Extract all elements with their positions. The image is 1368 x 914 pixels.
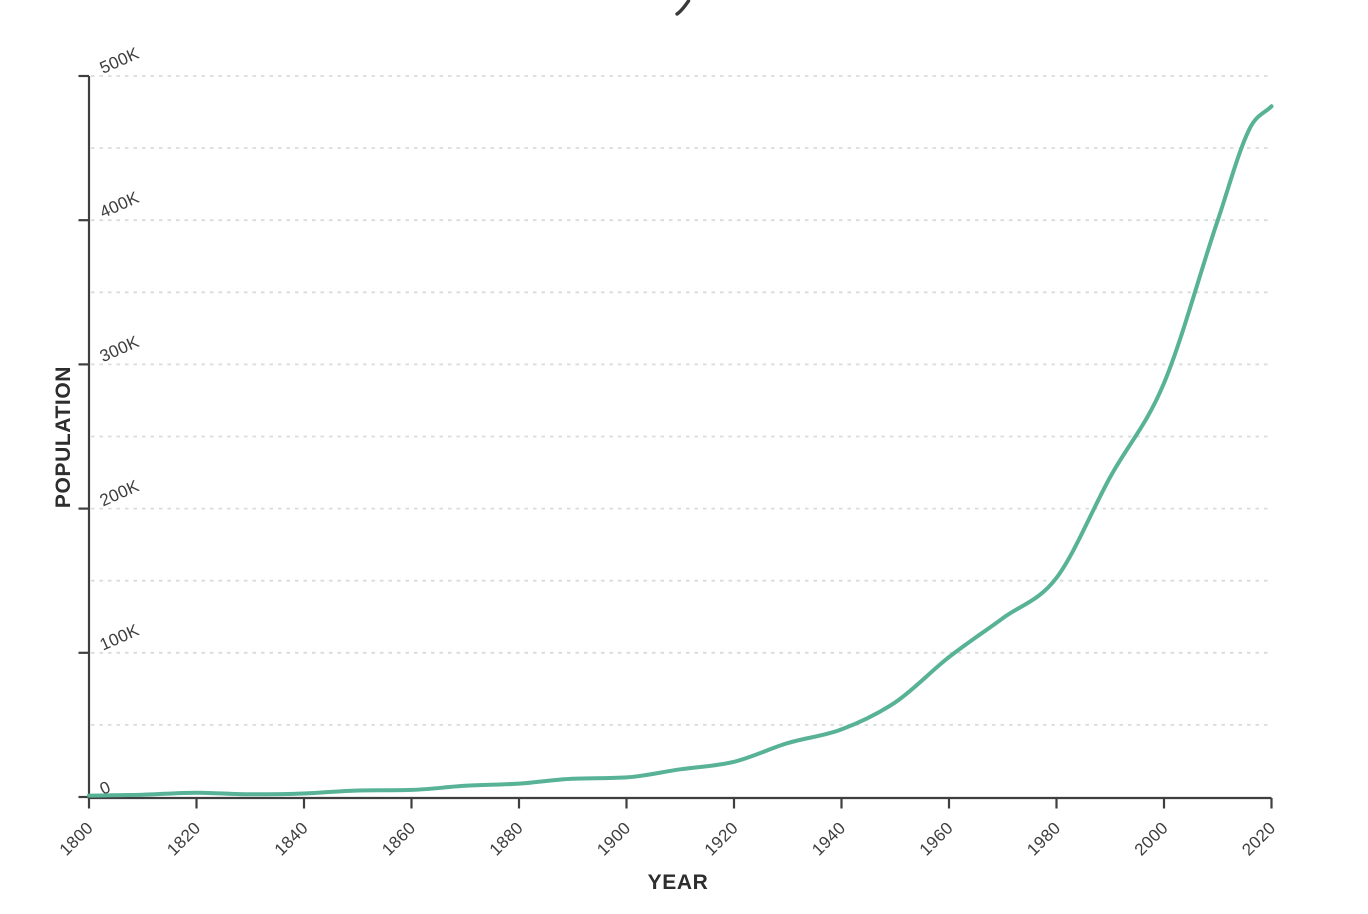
x-tick-label: 2000 (1131, 818, 1172, 859)
x-tick-label: 1980 (1023, 818, 1064, 859)
y-tick-label: 500K (97, 44, 142, 78)
y-tick-label: 100K (97, 620, 142, 654)
x-tick-label: 1860 (378, 818, 419, 859)
y-axis-title: POPULATION (52, 365, 75, 509)
clipped-title-glyph-fragment (675, 0, 691, 16)
x-tick-label: 1800 (56, 818, 97, 859)
y-tick-label: 400K (97, 188, 142, 222)
x-axis-title: YEAR (647, 871, 709, 894)
x-tick-label: 1900 (593, 818, 634, 859)
x-tick-label: 1940 (808, 818, 849, 859)
x-tick-label: 1920 (701, 818, 742, 859)
x-tick-label: 1880 (486, 818, 527, 859)
y-tick-label: 300K (97, 332, 142, 366)
x-tick-label: 2020 (1238, 818, 1279, 859)
population-line (87, 104, 1274, 798)
x-tick-label: 1840 (271, 818, 312, 859)
y-tick-label: 200K (97, 476, 142, 510)
x-tick-label: 1820 (163, 818, 204, 859)
x-tick-label: 1960 (916, 818, 957, 859)
